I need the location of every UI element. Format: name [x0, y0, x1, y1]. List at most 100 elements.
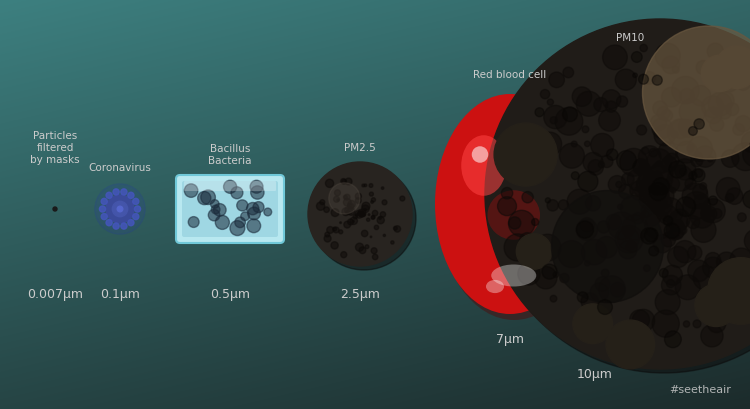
- FancyBboxPatch shape: [176, 175, 284, 243]
- Circle shape: [676, 197, 696, 217]
- Circle shape: [668, 119, 694, 146]
- Circle shape: [316, 202, 325, 211]
- Circle shape: [253, 202, 264, 213]
- Circle shape: [367, 218, 370, 222]
- Circle shape: [371, 216, 375, 220]
- Text: Red blood cell: Red blood cell: [473, 70, 547, 80]
- Circle shape: [705, 108, 722, 124]
- Circle shape: [679, 120, 697, 138]
- Circle shape: [518, 263, 540, 285]
- Circle shape: [638, 146, 661, 169]
- Circle shape: [730, 285, 740, 295]
- Circle shape: [615, 226, 644, 254]
- Circle shape: [117, 207, 123, 212]
- Circle shape: [634, 159, 649, 174]
- Circle shape: [106, 196, 134, 223]
- Circle shape: [555, 108, 583, 136]
- Circle shape: [668, 166, 694, 192]
- Text: 2.5μm: 2.5μm: [340, 288, 380, 301]
- Circle shape: [364, 209, 366, 211]
- Circle shape: [100, 207, 106, 213]
- Circle shape: [509, 211, 535, 237]
- Circle shape: [134, 207, 140, 213]
- Circle shape: [356, 193, 362, 200]
- Circle shape: [616, 151, 636, 171]
- Circle shape: [340, 252, 346, 258]
- Circle shape: [588, 160, 604, 176]
- Circle shape: [610, 283, 625, 297]
- Circle shape: [667, 280, 675, 288]
- Circle shape: [598, 221, 610, 234]
- Circle shape: [560, 274, 569, 283]
- Circle shape: [573, 304, 613, 344]
- Circle shape: [658, 143, 677, 162]
- Circle shape: [358, 213, 362, 216]
- Circle shape: [348, 201, 355, 208]
- Circle shape: [121, 223, 127, 229]
- Circle shape: [676, 220, 683, 227]
- Circle shape: [700, 207, 717, 222]
- Circle shape: [710, 118, 724, 132]
- Circle shape: [688, 127, 698, 136]
- Circle shape: [535, 267, 557, 289]
- Circle shape: [668, 212, 688, 232]
- Circle shape: [346, 211, 349, 214]
- Circle shape: [675, 275, 700, 300]
- Circle shape: [382, 200, 387, 205]
- Circle shape: [707, 44, 724, 60]
- Circle shape: [735, 116, 750, 133]
- Circle shape: [549, 73, 565, 88]
- Circle shape: [662, 57, 680, 74]
- Circle shape: [608, 212, 635, 240]
- Circle shape: [594, 98, 608, 112]
- Circle shape: [370, 193, 374, 197]
- Text: 0.5μm: 0.5μm: [210, 288, 250, 301]
- Circle shape: [630, 181, 650, 201]
- Circle shape: [327, 227, 334, 234]
- Circle shape: [359, 212, 364, 217]
- Text: 0.1μm: 0.1μm: [100, 288, 140, 301]
- Circle shape: [649, 247, 658, 256]
- Circle shape: [651, 185, 669, 204]
- Circle shape: [616, 97, 628, 108]
- Circle shape: [572, 142, 577, 148]
- Circle shape: [643, 27, 750, 160]
- Circle shape: [645, 166, 673, 193]
- Circle shape: [585, 196, 601, 211]
- Circle shape: [215, 216, 229, 230]
- Circle shape: [691, 155, 703, 167]
- Circle shape: [637, 126, 646, 136]
- Circle shape: [598, 110, 620, 132]
- Circle shape: [339, 230, 343, 234]
- Circle shape: [640, 205, 653, 217]
- Circle shape: [639, 171, 657, 189]
- Circle shape: [576, 221, 593, 238]
- Circle shape: [606, 215, 622, 230]
- Circle shape: [615, 329, 623, 337]
- Circle shape: [674, 160, 696, 181]
- Circle shape: [572, 172, 579, 180]
- Circle shape: [650, 115, 667, 131]
- Circle shape: [373, 255, 378, 260]
- Circle shape: [665, 177, 680, 192]
- Circle shape: [377, 217, 384, 224]
- Circle shape: [580, 218, 594, 233]
- Circle shape: [359, 247, 366, 254]
- Circle shape: [188, 217, 199, 228]
- Circle shape: [617, 204, 622, 210]
- Circle shape: [656, 189, 664, 198]
- Circle shape: [598, 276, 625, 303]
- Circle shape: [214, 204, 226, 217]
- Circle shape: [342, 208, 350, 216]
- Circle shape: [356, 214, 358, 216]
- Circle shape: [264, 209, 272, 216]
- Circle shape: [690, 205, 714, 229]
- Circle shape: [224, 181, 237, 194]
- Circle shape: [722, 151, 739, 168]
- Circle shape: [558, 200, 568, 211]
- Circle shape: [94, 184, 146, 235]
- Circle shape: [716, 92, 734, 110]
- Circle shape: [679, 227, 687, 235]
- Circle shape: [693, 320, 701, 328]
- Circle shape: [184, 184, 198, 198]
